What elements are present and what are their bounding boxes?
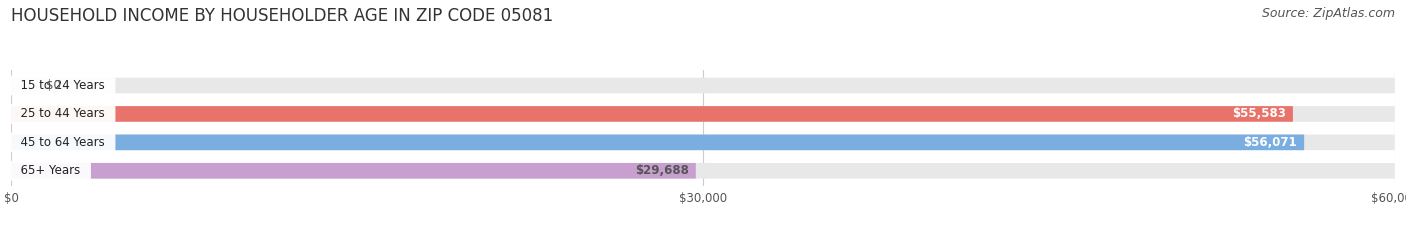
Text: $56,071: $56,071 — [1244, 136, 1298, 149]
Text: HOUSEHOLD INCOME BY HOUSEHOLDER AGE IN ZIP CODE 05081: HOUSEHOLD INCOME BY HOUSEHOLDER AGE IN Z… — [11, 7, 554, 25]
FancyBboxPatch shape — [11, 163, 1395, 178]
FancyBboxPatch shape — [11, 106, 1294, 122]
FancyBboxPatch shape — [11, 163, 696, 178]
FancyBboxPatch shape — [11, 78, 1395, 93]
FancyBboxPatch shape — [11, 134, 1395, 150]
FancyBboxPatch shape — [11, 106, 1395, 122]
Text: Source: ZipAtlas.com: Source: ZipAtlas.com — [1261, 7, 1395, 20]
Text: 15 to 24 Years: 15 to 24 Years — [13, 79, 112, 92]
Text: 25 to 44 Years: 25 to 44 Years — [13, 107, 112, 120]
FancyBboxPatch shape — [11, 134, 1305, 150]
Text: $55,583: $55,583 — [1232, 107, 1286, 120]
Text: $0: $0 — [46, 79, 60, 92]
Text: 65+ Years: 65+ Years — [13, 164, 87, 177]
Text: $29,688: $29,688 — [636, 164, 689, 177]
Text: 45 to 64 Years: 45 to 64 Years — [13, 136, 112, 149]
